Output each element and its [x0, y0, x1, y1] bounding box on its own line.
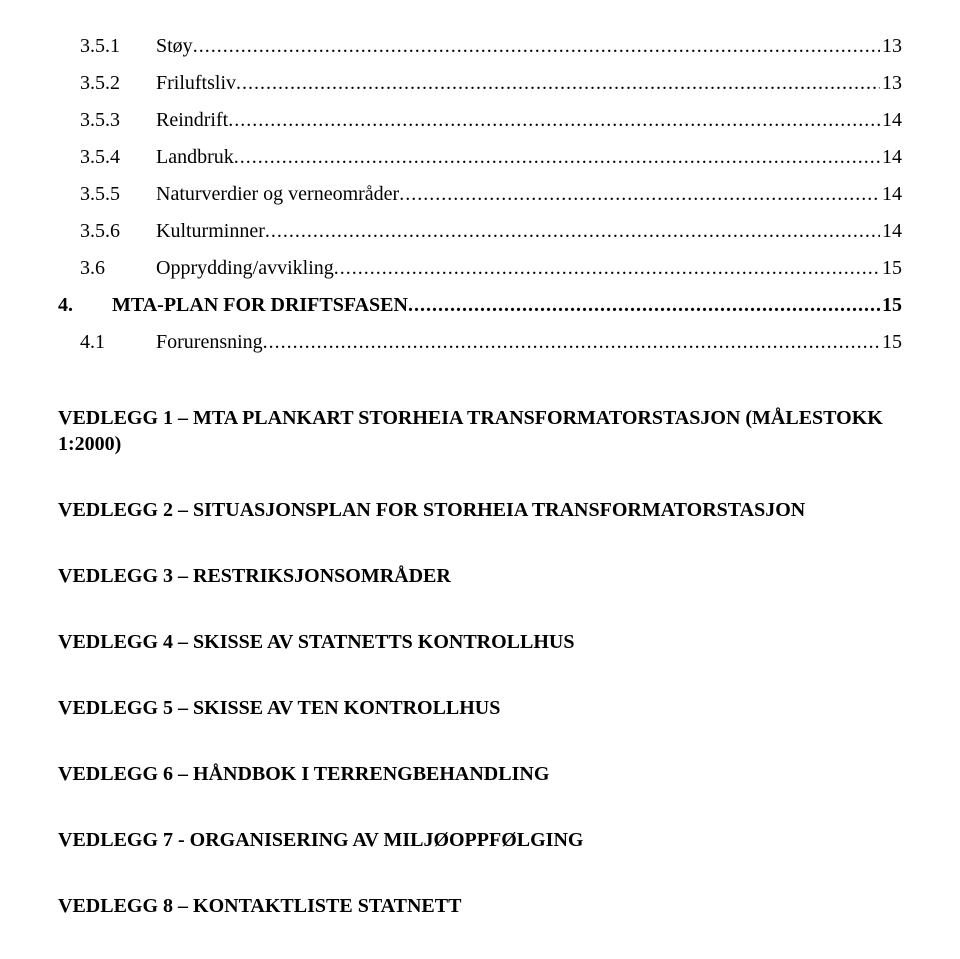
toc-page-number: 14: [880, 176, 902, 213]
toc-entry: 3.5.2Friluftsliv 13: [58, 65, 902, 102]
toc-label: Forurensning: [156, 324, 263, 361]
toc-number: 3.5.6: [58, 213, 156, 250]
toc-number: 4.: [58, 287, 112, 324]
toc-entry: 3.5.4Landbruk 14: [58, 139, 902, 176]
toc-number: 3.5.3: [58, 102, 156, 139]
toc-page-number: 14: [880, 102, 902, 139]
toc-entry: 3.5.6Kulturminner 14: [58, 213, 902, 250]
attachment-entry: VEDLEGG 5 – SKISSE AV TEN KONTROLLHUS: [58, 695, 902, 721]
attachment-entry: VEDLEGG 3 – RESTRIKSJONSOMRÅDER: [58, 563, 902, 589]
toc-entry: 3.5.1Støy 13: [58, 28, 902, 65]
toc-leader: [408, 287, 880, 324]
toc-leader: [228, 102, 880, 139]
toc-number: 3.5.5: [58, 176, 156, 213]
toc-leader: [399, 176, 880, 213]
toc-page-number: 13: [880, 28, 902, 65]
document-page: 3.5.1Støy133.5.2Friluftsliv133.5.3Reindr…: [0, 0, 960, 959]
toc-label: Naturverdier og verneområder: [156, 176, 399, 213]
toc-label: MTA-PLAN FOR DRIFTSFASEN: [112, 287, 408, 324]
toc-entry: 3.6Opprydding/avvikling 15: [58, 250, 902, 287]
toc-number: 3.6: [58, 250, 156, 287]
toc-page-number: 15: [880, 287, 902, 324]
toc-number: 3.5.2: [58, 65, 156, 102]
toc-label: Friluftsliv: [156, 65, 236, 102]
toc-leader: [265, 213, 880, 250]
attachment-entry: VEDLEGG 7 - ORGANISERING AV MILJØOPPFØLG…: [58, 827, 902, 853]
toc-label: Kulturminner: [156, 213, 265, 250]
toc-number: 3.5.4: [58, 139, 156, 176]
toc-leader: [234, 139, 880, 176]
toc-entry: 4.MTA-PLAN FOR DRIFTSFASEN 15: [58, 287, 902, 324]
toc-leader: [193, 28, 880, 65]
toc-entry: 3.5.5Naturverdier og verneområder 14: [58, 176, 902, 213]
toc-page-number: 14: [880, 139, 902, 176]
attachment-entry: VEDLEGG 8 – KONTAKTLISTE STATNETT: [58, 893, 902, 919]
toc-page-number: 15: [880, 250, 902, 287]
attachment-entry: VEDLEGG 2 – SITUASJONSPLAN FOR STORHEIA …: [58, 497, 902, 523]
attachment-entry: VEDLEGG 4 – SKISSE AV STATNETTS KONTROLL…: [58, 629, 902, 655]
attachments-list: VEDLEGG 1 – MTA PLANKART STORHEIA TRANSF…: [58, 405, 902, 919]
toc-page-number: 14: [880, 213, 902, 250]
toc-label: Støy: [156, 28, 193, 65]
toc-label: Landbruk: [156, 139, 234, 176]
toc-leader: [236, 65, 880, 102]
toc-number: 3.5.1: [58, 28, 156, 65]
toc-page-number: 15: [880, 324, 902, 361]
toc-entry: 4.1Forurensning 15: [58, 324, 902, 361]
attachment-entry: VEDLEGG 6 – HÅNDBOK I TERRENGBEHANDLING: [58, 761, 902, 787]
toc-page-number: 13: [880, 65, 902, 102]
toc-leader: [263, 324, 880, 361]
toc-label: Reindrift: [156, 102, 228, 139]
toc-number: 4.1: [58, 324, 156, 361]
attachment-entry: VEDLEGG 1 – MTA PLANKART STORHEIA TRANSF…: [58, 405, 902, 457]
toc-entry: 3.5.3Reindrift 14: [58, 102, 902, 139]
toc-label: Opprydding/avvikling: [156, 250, 334, 287]
table-of-contents: 3.5.1Støy133.5.2Friluftsliv133.5.3Reindr…: [58, 28, 902, 361]
toc-leader: [334, 250, 880, 287]
